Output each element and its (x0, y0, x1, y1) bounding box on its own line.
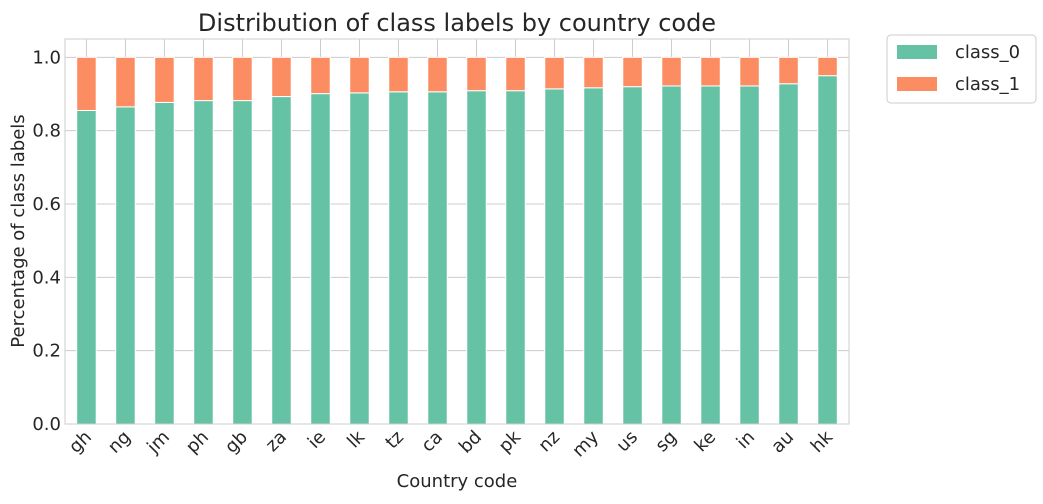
x-tick-label: ph (182, 427, 213, 458)
bar-class_1-ie (310, 56, 331, 95)
x-tick-label: ng (104, 427, 135, 458)
bar-class_1-us (622, 56, 643, 88)
bar-class_0-sg (661, 85, 682, 425)
bar-class_1-za (271, 56, 292, 98)
x-tick-label: lk (343, 426, 369, 452)
bar-class_0-za (271, 96, 292, 425)
chart-title: Distribution of class labels by country … (198, 9, 716, 37)
bar-class_0-in (739, 85, 760, 425)
bar-class_1-hk (817, 56, 838, 77)
bar-class_1-ca (427, 56, 448, 93)
x-tick-label: in (733, 427, 759, 453)
x-tick-label: gb (221, 427, 252, 458)
y-tick-label: 0.8 (32, 121, 61, 142)
x-tick-label: tz (382, 427, 409, 454)
bar-class_0-au (778, 83, 799, 425)
x-tick-label: ie (304, 427, 330, 453)
bar-class_0-jm (154, 101, 175, 425)
x-tick-label: sg (651, 427, 681, 457)
legend: class_0 class_1 (886, 34, 1037, 104)
y-tick-label: 1.0 (32, 47, 61, 68)
y-tick-labels: 0.0 0.2 0.4 0.6 0.8 1.0 (32, 47, 61, 435)
y-tick-label: 0.4 (32, 267, 61, 288)
x-axis-label: Country code (397, 471, 518, 492)
bar-class_1-ph (193, 56, 214, 102)
x-tick-label: ca (417, 427, 447, 457)
x-tick-label: us (613, 427, 643, 457)
x-tick-label: jm (142, 427, 173, 458)
x-tick-label: ke (690, 427, 720, 457)
x-tick-label: my (568, 426, 603, 461)
legend-label-class_0: class_0 (955, 42, 1020, 63)
bar-class_0-tz (388, 91, 409, 425)
bar-class_0-ng (115, 106, 136, 425)
bar-class_1-au (778, 56, 799, 85)
bar-class_0-ke (700, 85, 721, 425)
x-tick-label: bd (455, 427, 486, 458)
legend-swatch-class_0 (897, 45, 937, 59)
bar-class_0-bd (466, 90, 487, 425)
x-tick-label: hk (807, 426, 838, 457)
bar-class_1-ke (700, 56, 721, 87)
bar-class_1-sg (661, 56, 682, 87)
bar-class_1-ng (115, 56, 136, 108)
bar-class_0-ie (310, 93, 331, 425)
bar-class_1-lk (349, 56, 370, 94)
bar-class_1-jm (154, 56, 175, 103)
bar-class_1-pk (505, 56, 526, 92)
bar-class_0-ph (193, 100, 214, 425)
bar-layer (76, 56, 838, 425)
bar-class_0-ca (427, 91, 448, 425)
x-tick-label: gh (65, 427, 96, 458)
bar-class_1-tz (388, 56, 409, 93)
bar-class_0-my (583, 87, 604, 425)
x-tick-label: au (767, 427, 798, 458)
bar-class_0-nz (544, 88, 565, 425)
bar-class_1-bd (466, 56, 487, 92)
bar-class_1-gh (76, 56, 97, 111)
x-tick-label: pk (495, 426, 526, 457)
bar-class_1-nz (544, 56, 565, 90)
y-axis-label: Percentage of class labels (8, 114, 29, 347)
bar-class_0-hk (817, 75, 838, 425)
plot-frame (64, 38, 850, 425)
bar-class_1-my (583, 56, 604, 89)
bar-class_0-pk (505, 90, 526, 425)
y-tick-label: 0.0 (32, 414, 61, 435)
x-tick-labels: gh ng jm ph gb za ie lk tz ca bd pk nz my us sg ke in au hk (65, 426, 837, 461)
grid-layer (65, 39, 849, 425)
legend-swatch-class_1 (897, 77, 937, 91)
bar-class_1-in (739, 56, 760, 87)
bar-class_0-us (622, 86, 643, 425)
x-tick-label: za (262, 427, 291, 456)
legend-label-class_1: class_1 (955, 74, 1020, 95)
bar-class_0-lk (349, 92, 370, 425)
bar-class_1-gb (232, 56, 253, 102)
y-tick-label: 0.6 (32, 194, 61, 215)
bar-class_0-gh (76, 110, 97, 425)
bar-class_0-gb (232, 100, 253, 425)
x-tick-label: nz (534, 427, 564, 457)
y-tick-label: 0.2 (32, 341, 61, 362)
